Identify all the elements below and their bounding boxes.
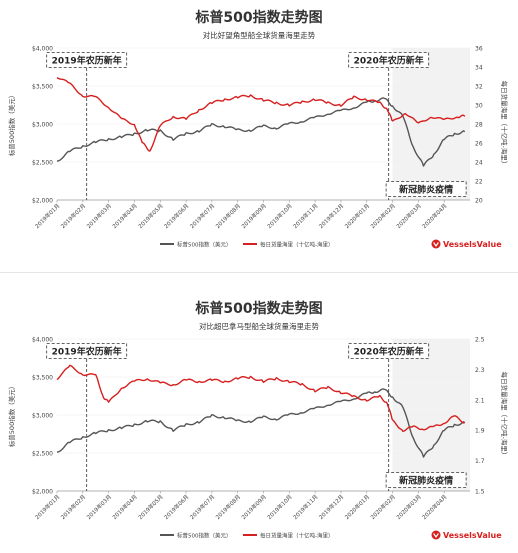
x-tick-label: 2020年01月 — [343, 493, 371, 521]
right-y-tick-label: 20 — [475, 198, 483, 205]
x-tick-label: 2019年09月 — [240, 493, 268, 521]
lny-2019-annotation-box — [46, 52, 128, 68]
x-tick-label: 2019年09月 — [240, 202, 268, 230]
x-tick-label: 2020年03月 — [395, 202, 423, 230]
x-tick-label: 2020年02月 — [369, 493, 397, 521]
chart-title: 标普500指数走势图 — [194, 9, 322, 26]
left-y-tick-label: $3,000 — [32, 413, 53, 420]
covid-annotation-box — [385, 472, 467, 488]
cargo-tonne-miles-series-line — [56, 364, 465, 433]
x-tick-label: 2019年02月 — [59, 493, 87, 521]
lny-2020-annotation: 2020年农历新年 — [354, 346, 424, 358]
covid-annotation: 新冠肺炎疫情 — [399, 475, 453, 487]
right-y-tick-label: 28 — [475, 122, 483, 129]
legend-sp500-label: 标普500指数（美元） — [177, 532, 232, 540]
x-tick-label: 2020年01月 — [343, 202, 371, 230]
brand-logo-mark — [433, 242, 439, 248]
brand-logo-icon — [431, 530, 441, 540]
x-tick-label: 2020年03月 — [395, 493, 423, 521]
right-y-tick-label: 36 — [475, 46, 483, 53]
lny-2019-annotation: 2019年农历新年 — [52, 55, 122, 67]
legend-sp500-label: 标普500指数（美元） — [177, 241, 232, 249]
left-y-tick-label: $3,000 — [32, 122, 53, 129]
right-y-tick-label: 2.1 — [475, 397, 485, 404]
left-y-tick-label: $2,500 — [32, 160, 53, 167]
left-y-tick-label: $2,000 — [32, 198, 53, 205]
right-y-axis-title: 每日货量海里（十亿吨-海里） — [500, 81, 509, 168]
capesize-chart-panel: 标普500指数走势图对比好望角型船全球货量海里走势 $2,000 $2,500 $3,… — [0, 0, 518, 258]
post-panamax-chart-panel: 标普500指数走势图对比超巴拿马型船全球货量海里走势 $2,000 $2,500 $3… — [0, 291, 518, 549]
left-y-tick-label: $3,500 — [32, 375, 53, 382]
x-tick-label: 2020年02月 — [369, 202, 397, 230]
lny-2020-annotation-box — [348, 52, 430, 68]
x-tick-label: 2019年07月 — [188, 202, 216, 230]
x-tick-label: 2019年11月 — [291, 493, 319, 521]
left-y-tick-label: $4,000 — [32, 46, 53, 53]
right-y-axis-title: 每日货量海里（十亿吨-海里） — [500, 372, 509, 459]
right-y-tick-label: 26 — [475, 141, 483, 148]
right-y-tick-label: 32 — [475, 84, 483, 91]
left-y-axis-title: 标普500指数（美元） — [7, 383, 16, 447]
x-tick-label: 2019年04月 — [111, 202, 139, 230]
chart-subtitle: 对比好望角型船全球货量海里走势 — [203, 30, 316, 40]
left-y-tick-label: $3,500 — [32, 84, 53, 91]
x-tick-label: 2020年04月 — [420, 202, 448, 230]
x-tick-label: 2019年05月 — [136, 493, 164, 521]
lny-2020-annotation: 2020年农历新年 — [354, 55, 424, 67]
x-tick-label: 2019年03月 — [85, 493, 113, 521]
covid-annotation-box — [385, 181, 467, 197]
x-tick-label: 2019年03月 — [85, 202, 113, 230]
left-y-tick-label: $2,000 — [32, 489, 53, 496]
left-y-tick-label: $2,500 — [32, 451, 53, 458]
x-tick-label: 2019年02月 — [59, 202, 87, 230]
x-tick-label: 2019年10月 — [265, 202, 293, 230]
x-tick-label: 2019年05月 — [136, 202, 164, 230]
x-tick-label: 2019年12月 — [317, 202, 345, 230]
chart-title: 标普500指数走势图 — [194, 300, 322, 317]
x-tick-label: 2020年04月 — [420, 493, 448, 521]
x-tick-label: 2019年06月 — [162, 202, 190, 230]
legend-cargo-label: 每日货量海里（十亿吨-海里） — [260, 241, 334, 249]
x-tick-label: 2019年10月 — [265, 493, 293, 521]
right-y-tick-label: 22 — [475, 179, 483, 186]
covid-annotation: 新冠肺炎疫情 — [399, 184, 453, 196]
lny-2020-annotation-box — [348, 343, 430, 359]
lny-2019-annotation: 2019年农历新年 — [52, 346, 122, 358]
sp500-series-line — [56, 97, 466, 167]
x-tick-label: 2019年04月 — [111, 493, 139, 521]
right-y-tick-label: 30 — [475, 103, 483, 110]
panel-divider — [0, 272, 518, 273]
sp500-series-line — [56, 388, 466, 458]
right-y-tick-label: 1.5 — [475, 489, 485, 496]
x-tick-label: 2019年12月 — [317, 493, 345, 521]
x-tick-label: 2019年07月 — [188, 493, 216, 521]
right-y-tick-label: 2.3 — [475, 367, 485, 374]
brand-logo-icon — [431, 239, 441, 249]
left-y-tick-label: $4,000 — [32, 337, 53, 344]
left-y-axis-title: 标普500指数（美元） — [7, 92, 16, 156]
brand-name: VesselsValue — [443, 240, 502, 249]
chart-subtitle: 对比超巴拿马型船全球货量海里走势 — [199, 321, 319, 331]
brand-logo-mark — [433, 533, 439, 539]
right-y-tick-label: 1.7 — [475, 458, 485, 465]
x-tick-label: 2019年01月 — [33, 493, 61, 521]
legend-cargo-label: 每日货量海里（十亿吨-海里） — [260, 532, 334, 540]
cargo-tonne-miles-series-line — [56, 77, 466, 152]
lny-2019-annotation-box — [46, 343, 128, 359]
x-tick-label: 2019年08月 — [214, 202, 242, 230]
right-y-tick-label: 24 — [475, 160, 483, 167]
x-tick-label: 2019年01月 — [33, 202, 61, 230]
brand-name: VesselsValue — [443, 531, 502, 540]
x-tick-label: 2019年08月 — [214, 493, 242, 521]
x-tick-label: 2019年11月 — [291, 202, 319, 230]
right-y-tick-label: 34 — [475, 65, 483, 72]
right-y-tick-label: 2.5 — [475, 337, 485, 344]
right-y-tick-label: 1.9 — [475, 428, 485, 435]
x-tick-label: 2019年06月 — [162, 493, 190, 521]
